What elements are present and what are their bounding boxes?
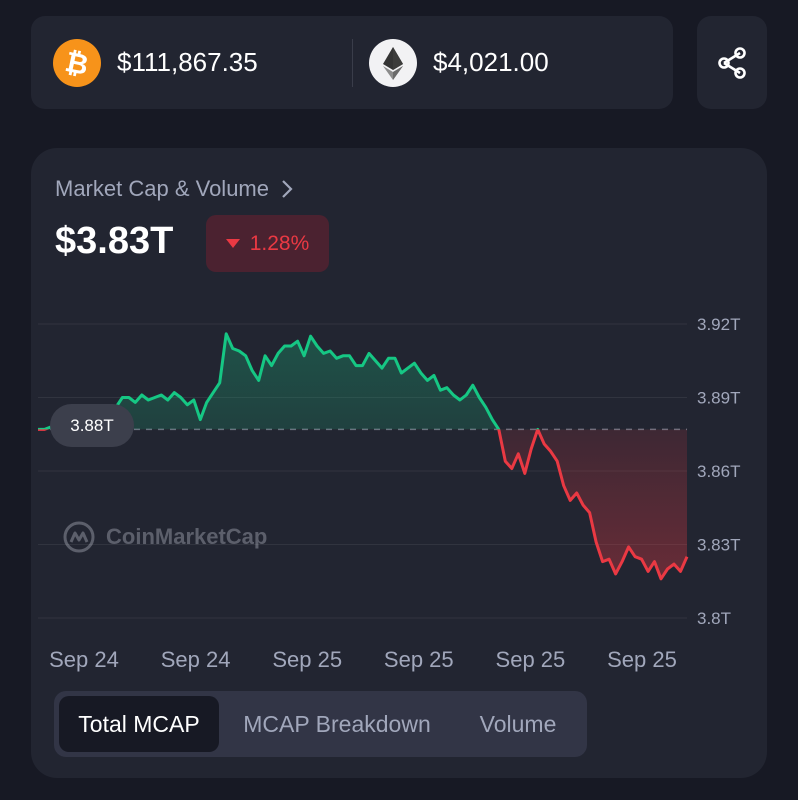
coinmarketcap-watermark: CoinMarketCap [62, 520, 267, 554]
chart-tabs: Total MCAP MCAP Breakdown Volume [54, 691, 587, 757]
x-tick-label: Sep 24 [49, 647, 119, 672]
x-tick-label: Sep 24 [161, 647, 231, 672]
market-cap-value: $3.83T [55, 220, 174, 262]
svg-text:₿: ₿ [62, 44, 91, 81]
y-tick-label: 3.8T [697, 609, 731, 628]
change-percent: 1.28% [249, 231, 310, 255]
reference-value-pill: 3.88T [50, 404, 134, 447]
y-tick-label: 3.86T [697, 462, 740, 481]
bitcoin-icon: ₿ [53, 38, 101, 87]
area-down [38, 429, 687, 579]
chevron-right-icon [282, 180, 293, 198]
series-line-down [38, 429, 689, 581]
x-tick-label: Sep 25 [384, 647, 454, 672]
ticker-divider [352, 39, 353, 87]
btc-price: $111,867.35 [117, 47, 258, 77]
x-tick-label: Sep 25 [607, 647, 677, 672]
share-icon [718, 46, 746, 79]
y-axis-ticks: 3.92T 3.89T 3.86T 3.83T 3.8T [697, 315, 740, 628]
btc-ticker[interactable]: ₿ $111,867.35 [53, 16, 258, 109]
eth-ticker[interactable]: $4,021.00 [369, 16, 549, 109]
series-line-up [38, 332, 540, 430]
tab-mcap-breakdown[interactable]: MCAP Breakdown [243, 710, 431, 737]
tab-total-mcap[interactable]: Total MCAP [59, 696, 219, 752]
share-button[interactable] [697, 16, 767, 109]
caret-down-icon [225, 239, 240, 248]
coinmarketcap-logo-icon [63, 521, 95, 553]
y-tick-label: 3.92T [697, 315, 740, 334]
x-tick-label: Sep 25 [496, 647, 566, 672]
card-title-link[interactable]: Market Cap & Volume [55, 176, 293, 202]
x-tick-label: Sep 25 [272, 647, 342, 672]
area-up [38, 333, 687, 430]
y-tick-label: 3.83T [697, 536, 740, 555]
market-cap-card: Market Cap & Volume $3.83T 1.28% 3.92T 3.… [31, 148, 767, 778]
ticker-card: ₿ $111,867.35 $4,021.00 [31, 16, 673, 109]
watermark-text: CoinMarketCap [106, 524, 268, 549]
y-tick-label: 3.89T [697, 389, 740, 408]
x-axis-ticks: Sep 24 Sep 24 Sep 25 Sep 25 Sep 25 Sep 25 [49, 647, 677, 672]
change-badge: 1.28% [206, 215, 329, 272]
card-title: Market Cap & Volume [55, 176, 269, 201]
tab-volume[interactable]: Volume [479, 710, 557, 737]
eth-price: $4,021.00 [433, 47, 549, 77]
ethereum-icon [369, 38, 417, 87]
